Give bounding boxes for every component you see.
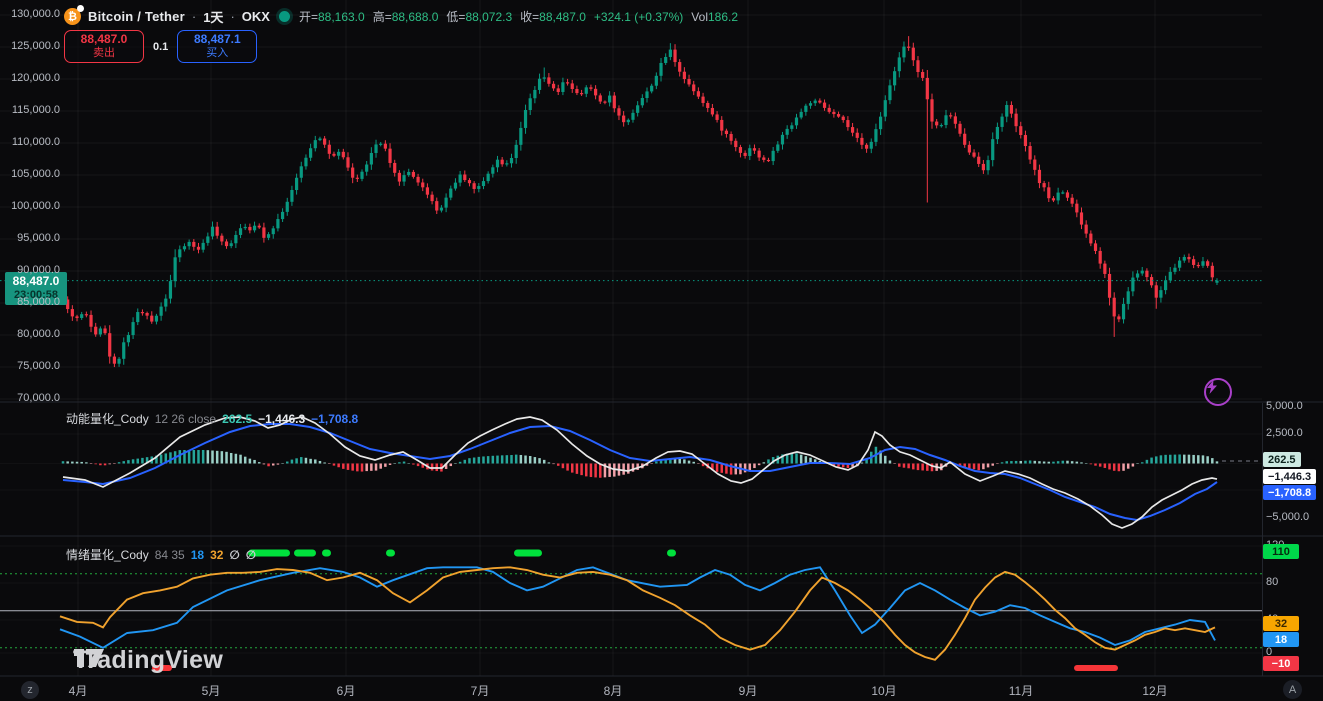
time-axis-month[interactable]: 11月 [1008,684,1034,698]
price-axis-tick: 120,000.0 [11,72,60,84]
interval-label[interactable]: 1天 [203,10,224,25]
buy-signal-marker [294,549,316,557]
sentiment-null-value: ∅ [245,548,257,562]
high-value: 88,688.0 [391,10,439,24]
macd-signal-value: −1,708.8 [311,412,359,426]
sell-button[interactable]: 88,487.0 卖出 [64,30,144,63]
sentiment-value-label: 18 [1263,632,1299,647]
price-axis-tick: 115,000.0 [11,104,60,116]
time-axis-month[interactable]: 6月 [336,684,356,698]
separator-dot: · [191,9,197,24]
open-value: 88,163.0 [317,10,365,24]
sentiment-orange-line [59,566,1216,661]
macd-value-label: 262.5 [1263,452,1301,467]
sell-signal-marker [152,665,172,671]
macd-series [61,416,1262,529]
buy-signal-marker [667,549,676,557]
chart-header: ₿ Bitcoin / Tether · 1天 · OKX 开=88,163.0… [64,5,739,26]
macd-indicator-title[interactable]: 动能量化_Cody [66,412,149,426]
buy-signal-marker [322,549,331,557]
sentiment-blue-value: 18 [190,548,205,562]
buy-signal-marker [386,549,395,557]
sentiment-orange-value: 32 [210,548,224,562]
time-axis-month[interactable]: 9月 [738,684,758,698]
sell-signal-marker [1074,665,1118,671]
price-axis-tick: 80,000.0 [17,328,60,340]
change-value: +324.1 (+0.37%) [593,9,684,24]
sentiment-indicator-title[interactable]: 情绪量化_Cody [66,548,149,562]
time-axis-month[interactable]: 7月 [470,684,490,698]
macd-value-label: −1,708.8 [1263,485,1317,500]
auto-scale-button[interactable]: A [1283,680,1302,699]
price-axis-tick: 90,000.0 [17,264,60,276]
price-axis-tick: 105,000.0 [11,168,60,180]
price-axis-tick: 95,000.0 [17,232,60,244]
bar-countdown: 23:00:58 [13,289,59,301]
bitcoin-icon: ₿ [64,5,84,25]
price-axis-tick: 85,000.0 [17,296,60,308]
sentiment-value-label: 110 [1263,544,1299,559]
buy-button[interactable]: 88,487.1 买入 [177,30,258,63]
sentiment-axis-tick: 80 [1266,576,1279,588]
close-value: 88,487.0 [539,10,586,24]
macd-signal-line [62,423,1218,522]
instant-trading-button[interactable] [1204,378,1232,406]
sentiment-axis-tick: 0 [1266,646,1273,658]
price-axis-tick: 70,000.0 [17,392,60,404]
buy-signal-marker [514,549,542,557]
tradingview-logo[interactable]: TradingView [73,646,224,674]
price-axis-tick: 125,000.0 [11,40,60,52]
time-axis-month[interactable]: 8月 [603,684,623,698]
sentiment-blue-line [59,566,1216,649]
ohlc-readout: 开=88,163.0 高=88,688.0 低=88,072.3 收=88,48… [298,9,739,25]
price-axis-tick: 75,000.0 [17,360,60,372]
macd-axis-tick: 2,500.0 [1266,427,1303,439]
separator-dot: · [230,9,235,24]
symbol-title[interactable]: Bitcoin / Tether [88,9,185,24]
trade-panel: 88,487.0 卖出 0.1 88,487.1 买入 [64,30,258,63]
price-axis-tick: 100,000.0 [11,200,60,212]
macd-hist-value: 262.5 [222,412,253,426]
buy-signal-marker [248,549,290,557]
macd-panel-legend: 动能量化_Cody 12 26 close 262.5 −1,446.3 −1,… [66,412,359,426]
candlestick-series [0,36,1262,368]
lightning-icon [1207,380,1217,394]
macd-value-label: −1,446.3 [1263,469,1317,484]
quantity-value[interactable]: 0.1 [153,40,169,53]
timezone-button[interactable]: z [21,681,39,699]
macd-axis-tick: 5,000.0 [1266,400,1303,412]
time-axis-month[interactable]: 10月 [871,684,897,698]
price-axis-tick: 130,000.0 [11,8,60,20]
exchange-label[interactable]: OKX [241,9,270,24]
tradingview-logo-icon [74,649,104,667]
sentiment-value-label: 32 [1263,616,1299,631]
low-value: 88,072.3 [465,10,513,24]
macd-main-line [62,416,1218,529]
current-price: 88,487.0 [12,274,60,288]
macd-axis-tick: −5,000.0 [1266,511,1310,523]
grid [0,0,1262,676]
sentiment-panel-legend: 情绪量化_Cody 84 35 18 32 ∅ ∅ [66,548,257,562]
price-axis-tick: 110,000.0 [11,136,60,148]
time-axis-month[interactable]: 4月 [68,684,88,698]
market-status-icon[interactable] [278,11,290,22]
macd-line-value: −1,446.3 [258,412,306,426]
current-price-tag: 88,487.0 23:00:58 [5,272,67,305]
time-axis-month[interactable]: 5月 [201,684,221,698]
sentiment-value-label: −10 [1263,656,1299,671]
sentiment-series [0,549,1262,671]
time-axis-month[interactable]: 12月 [1142,684,1168,698]
volume-value: 186.2 [707,9,739,24]
sentiment-null-value: ∅ [229,548,240,562]
